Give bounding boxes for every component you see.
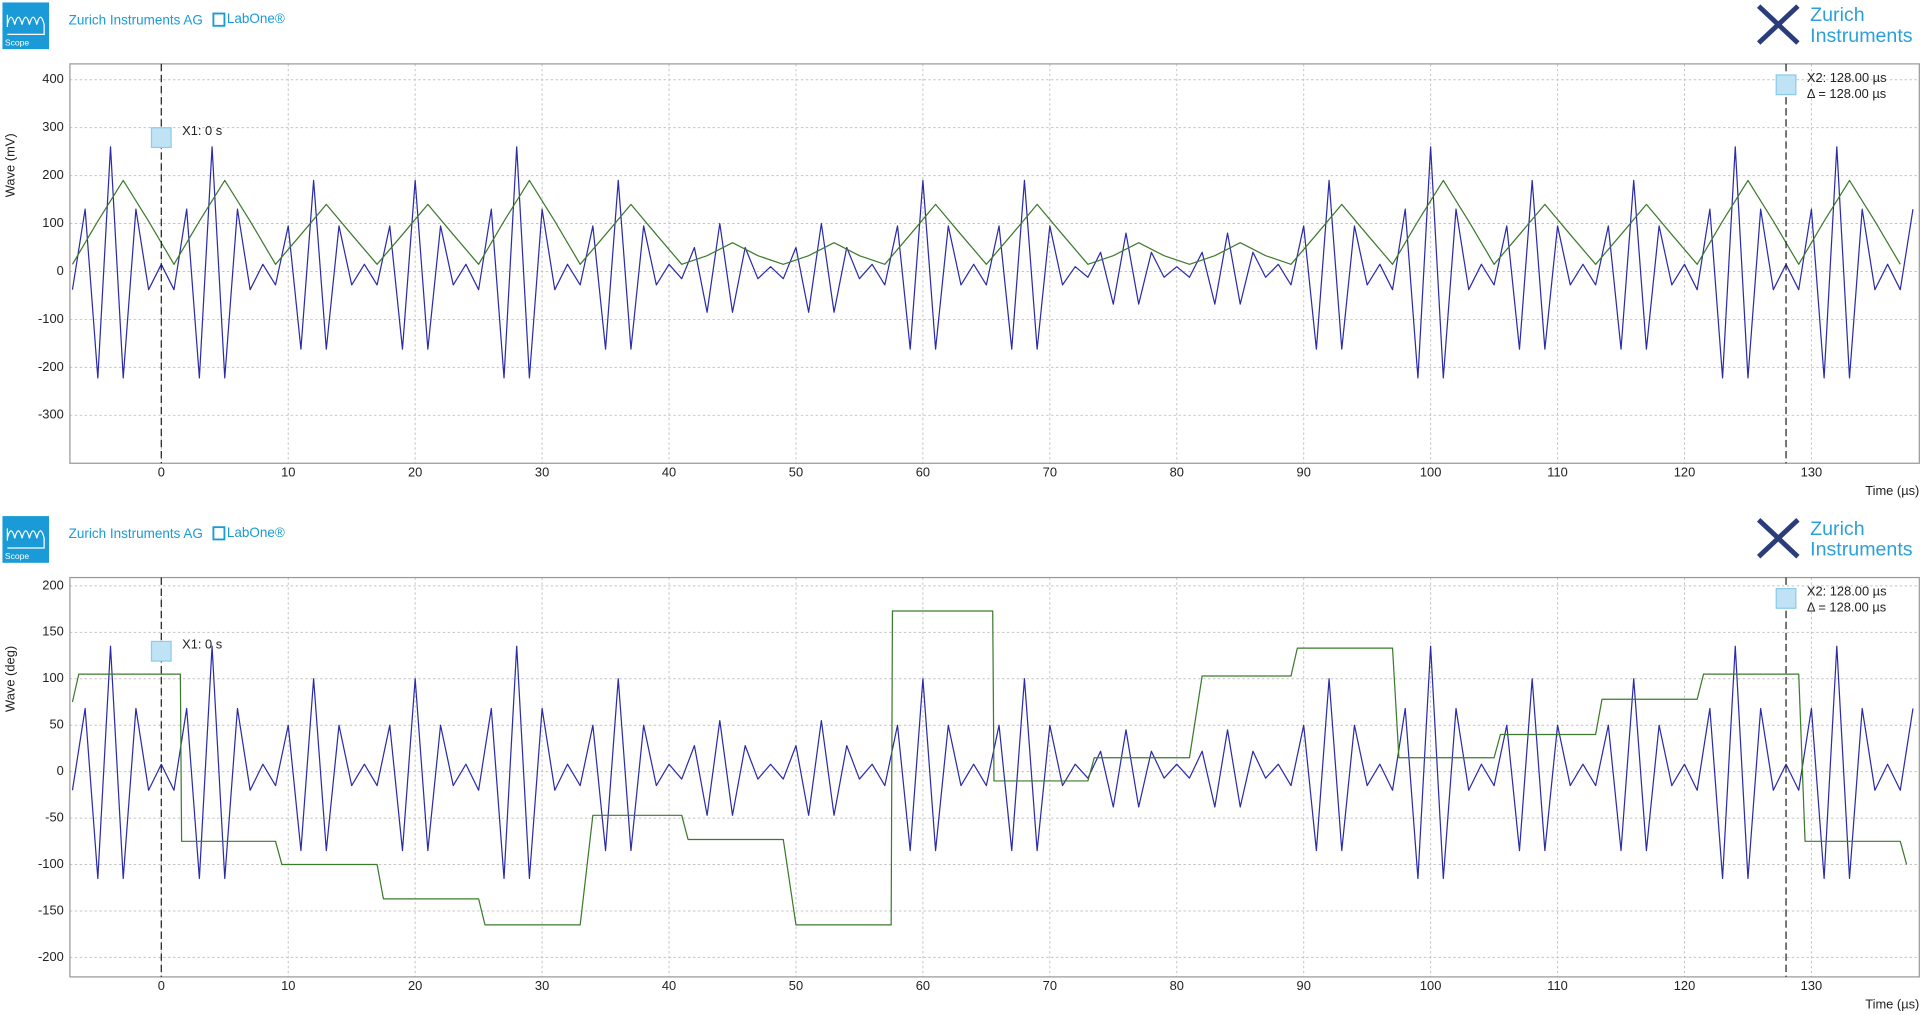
app-icon: Scope: [2, 516, 50, 563]
x-tick-label: 40: [662, 464, 676, 479]
product-icon: [212, 526, 226, 541]
x-tick-label: 90: [1297, 978, 1311, 993]
y-tick-label: 100: [42, 215, 63, 230]
app-icon: Scope: [2, 2, 50, 50]
cursor-label: X1: 0 s: [182, 637, 222, 652]
y-tick-label: -50: [45, 809, 64, 824]
logo-text: Instruments: [1810, 25, 1913, 47]
icon-bg: [2, 2, 50, 50]
x-tick-label: 30: [535, 978, 549, 993]
x-tick-label: 50: [789, 978, 803, 993]
x-tick-label: 10: [281, 464, 295, 479]
x-tick-label: 120: [1674, 978, 1695, 993]
x-tick-label: 0: [158, 978, 165, 993]
x-tick-label: 80: [1170, 464, 1184, 479]
x-tick-label: 110: [1547, 464, 1568, 479]
x-tick-label: 60: [916, 464, 930, 479]
y-tick-label: 150: [42, 624, 63, 639]
y-tick-label: -300: [38, 407, 64, 422]
y-tick-label: -150: [38, 902, 64, 917]
plot-frame: [69, 63, 1920, 464]
x-tick-label: 110: [1547, 978, 1568, 993]
logo-text: Instruments: [1810, 539, 1913, 561]
trace: [71, 645, 1914, 880]
x-tick-label: 20: [408, 978, 422, 993]
cursor-label: X2: 128.00 µs: [1807, 70, 1887, 85]
trace: [71, 179, 1901, 265]
x-tick-label: 70: [1043, 464, 1057, 479]
trace: [71, 610, 1908, 926]
scope-panel: Scope Zurich Instruments AG LabOne® ZurichI…: [2, 516, 1920, 1012]
y-tick-label: 0: [57, 263, 64, 278]
logo-mark: [1756, 4, 1800, 45]
x-tick-label: 50: [789, 464, 803, 479]
y-tick-label: -200: [38, 949, 64, 964]
y-tick-label: 200: [42, 577, 63, 592]
x-tick-label: 130: [1801, 978, 1822, 993]
trace: [71, 146, 1914, 379]
y-tick-label: 200: [42, 167, 63, 182]
product-name: LabOne®: [227, 11, 285, 26]
plot-frame: [69, 576, 1920, 978]
icon-wave: [6, 528, 45, 549]
x-tick-label: 0: [158, 464, 165, 479]
x-tick-label: 40: [662, 978, 676, 993]
x-tick-label: 120: [1674, 464, 1695, 479]
cursor-delta: Δ = 128.00 µs: [1807, 86, 1886, 101]
y-tick-label: 0: [57, 763, 64, 778]
x-tick-label: 30: [535, 464, 549, 479]
x-tick-label: 80: [1170, 978, 1184, 993]
plot-area: [71, 146, 1914, 379]
y-tick-label: 100: [42, 670, 63, 685]
app-name: Scope: [5, 37, 30, 47]
x-tick-label: 100: [1420, 978, 1441, 993]
scope-panel: Scope Zurich Instruments AG LabOne® ZurichI…: [2, 2, 1920, 498]
logo-text: Zurich: [1810, 518, 1864, 540]
company-name: Zurich Instruments AG: [69, 12, 203, 27]
cursor-handle: [150, 640, 172, 662]
y-tick-label: 50: [49, 717, 63, 732]
icon-wave: [6, 14, 45, 36]
logo-mark: [1756, 517, 1800, 559]
x-tick-label: 100: [1420, 464, 1441, 479]
y-tick-label: 300: [42, 119, 63, 134]
plot-area: [71, 610, 1914, 926]
y-tick-label: -100: [38, 311, 64, 326]
x-tick-label: 20: [408, 464, 422, 479]
x-axis-label: Time (µs): [1865, 483, 1919, 498]
logo-text: Zurich: [1810, 4, 1864, 26]
y-axis-label: Wave (mV): [2, 133, 17, 197]
y-tick-label: -100: [38, 856, 64, 871]
cursor-handle: [150, 127, 172, 149]
x-tick-label: 70: [1043, 978, 1057, 993]
cursor-handle: [1775, 587, 1797, 609]
cursor-delta: Δ = 128.00 µs: [1807, 600, 1886, 615]
product-icon: [212, 12, 226, 27]
x-tick-label: 60: [916, 978, 930, 993]
product-name: LabOne®: [227, 525, 285, 540]
company-name: Zurich Instruments AG: [69, 526, 203, 541]
x-tick-label: 130: [1801, 464, 1822, 479]
y-axis-label: Wave (deg): [2, 646, 17, 712]
cursor-handle: [1775, 74, 1797, 96]
cursor-label: X2: 128.00 µs: [1807, 584, 1887, 599]
cursor-label: X1: 0 s: [182, 123, 222, 138]
y-tick-label: 400: [42, 71, 63, 86]
app-name: Scope: [5, 551, 30, 561]
x-tick-label: 90: [1297, 464, 1311, 479]
x-axis-label: Time (µs): [1865, 997, 1919, 1012]
y-tick-label: -200: [38, 359, 64, 374]
icon-bg: [2, 516, 50, 563]
x-tick-label: 10: [281, 978, 295, 993]
